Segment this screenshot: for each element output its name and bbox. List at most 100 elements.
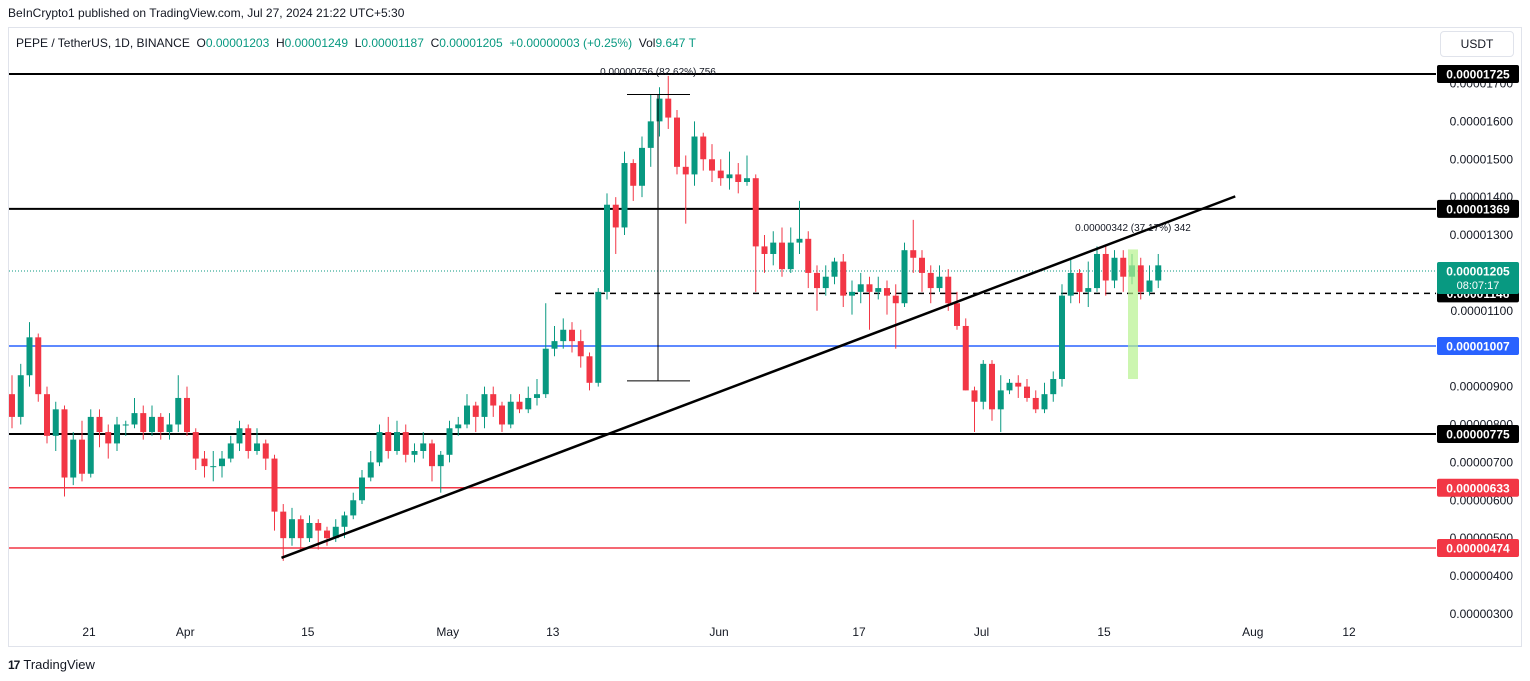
candle-body [210, 466, 217, 468]
y-tick-label: 0.00001500 [1450, 152, 1514, 166]
candle-body [717, 170, 724, 179]
candle-body [175, 397, 182, 425]
candle-body [402, 432, 409, 455]
candle-body [201, 458, 208, 467]
candle-body [875, 288, 882, 292]
open-value: 0.00001203 [205, 36, 270, 50]
ohlc-legend: PEPE / TetherUS, 1D, BINANCE O0.00001203… [16, 36, 696, 50]
y-tick-label: 0.00001100 [1450, 304, 1513, 318]
candle-body [245, 428, 252, 452]
change-value: +0.00000003 (+0.25%) [509, 36, 633, 50]
candle-body [306, 522, 313, 539]
candle-body [516, 401, 523, 410]
candle-body [1015, 382, 1022, 387]
close-label: C [430, 36, 440, 50]
candle-body [577, 341, 584, 357]
candle-body [315, 522, 322, 531]
candle-body [289, 519, 295, 539]
candle-body [525, 397, 532, 410]
price-tag [1437, 65, 1519, 83]
candle-body [114, 424, 120, 444]
price-tag [1437, 199, 1519, 218]
low-value: 0.00001187 [361, 36, 424, 50]
candle-body [971, 390, 978, 402]
candle-body [262, 443, 269, 459]
x-tick-label: 12 [1342, 625, 1356, 639]
candle-body [472, 405, 479, 417]
candle-body [682, 166, 689, 175]
high-value: 0.00001249 [284, 36, 349, 50]
candle-body [446, 428, 453, 455]
candle-body [752, 178, 759, 247]
x-tick-label: Apr [176, 625, 195, 639]
candle-body [350, 500, 357, 516]
candle-body [761, 246, 768, 254]
candle-body [1041, 394, 1048, 410]
candle-body [1102, 253, 1109, 281]
y-tick-label: 0.00001300 [1450, 228, 1514, 242]
price-tag [1437, 424, 1519, 443]
candle-body [44, 394, 50, 436]
candle-body [271, 458, 278, 512]
candle-body [551, 341, 558, 349]
candle-body [569, 329, 575, 342]
candle-body [1067, 272, 1074, 296]
candle-body [656, 98, 663, 122]
candle-body [17, 375, 24, 417]
candle-body [997, 390, 1004, 410]
candle-body [52, 409, 59, 436]
candle-body [499, 405, 505, 425]
x-tick-label: May [436, 625, 459, 639]
candle-body [805, 238, 812, 273]
candle-body [297, 519, 304, 539]
candle-body [1137, 265, 1144, 292]
candle-body [1050, 379, 1057, 395]
candle-body [105, 432, 112, 444]
x-tick-label: Jun [709, 625, 728, 639]
candle-body [542, 348, 549, 395]
price-tag [1437, 337, 1519, 356]
candle-body [481, 394, 488, 417]
candle-body [910, 250, 917, 258]
candle-body [954, 303, 960, 326]
candle-body [534, 394, 540, 398]
candle-body [79, 439, 85, 474]
candle-body [901, 250, 908, 304]
candle-body [1032, 397, 1039, 410]
candle-body [822, 276, 829, 289]
high-label: H [275, 36, 285, 50]
candle-body [394, 432, 400, 452]
currency-button[interactable]: USDT [1440, 31, 1514, 57]
symbol-label[interactable]: PEPE / TetherUS, 1D, BINANCE [16, 36, 190, 50]
candle-body [787, 242, 794, 270]
y-tick-label: 0.00000700 [1450, 455, 1514, 469]
candle-body [376, 432, 383, 463]
candle-body [1085, 288, 1092, 292]
x-tick-label: Aug [1242, 625, 1263, 639]
x-tick-label: 21 [82, 625, 96, 639]
candle-body [744, 178, 750, 182]
trendline [281, 195, 1236, 560]
tradingview-brand: TradingView [23, 657, 95, 672]
candle-body [560, 329, 567, 342]
tradingview-footer[interactable]: 17 TradingView [8, 657, 95, 672]
candle-body [586, 356, 593, 383]
candle-body [866, 284, 873, 292]
candle-body [332, 526, 339, 539]
candle-body [691, 136, 698, 175]
price-tag-label: 0.00000633 [1446, 481, 1510, 495]
candle-body [420, 443, 427, 452]
candle-body [149, 416, 155, 433]
candle-body [1006, 382, 1013, 391]
candle-body [831, 261, 838, 277]
candle-body [621, 163, 628, 228]
candle-body [236, 428, 243, 444]
price-tag-label: 0.00000775 [1446, 427, 1510, 441]
candle-body [455, 424, 462, 429]
candle-body [411, 451, 418, 455]
candle-body [726, 174, 733, 179]
candle-body [1059, 295, 1065, 380]
candle-body [945, 276, 952, 304]
candle-body [665, 98, 672, 118]
